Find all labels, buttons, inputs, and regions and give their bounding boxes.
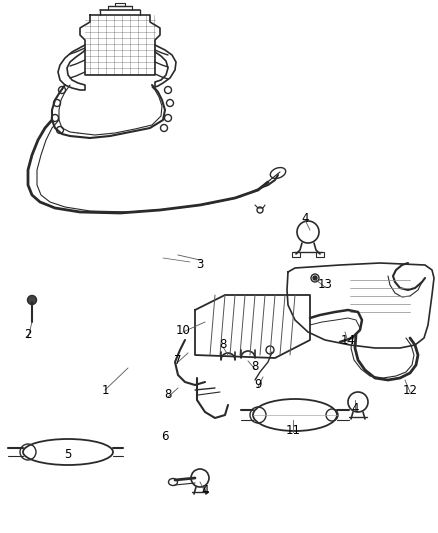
Text: 5: 5 [64,448,72,462]
Text: 7: 7 [174,353,182,367]
Circle shape [313,276,317,280]
Text: 3: 3 [196,259,204,271]
Bar [292,252,300,257]
Text: 6: 6 [161,431,169,443]
Text: 9: 9 [254,378,262,392]
Text: 8: 8 [251,360,259,374]
Text: 4: 4 [301,212,309,224]
Text: 1: 1 [101,384,109,397]
Text: 4: 4 [201,483,209,497]
Text: 11: 11 [286,424,300,437]
Bar [316,252,324,257]
Text: 8: 8 [219,338,227,351]
Text: 2: 2 [24,328,32,342]
Text: 14: 14 [340,334,356,346]
Circle shape [28,295,36,304]
Text: 13: 13 [318,279,332,292]
Text: 8: 8 [164,389,172,401]
Text: 10: 10 [176,324,191,336]
Text: 12: 12 [403,384,417,397]
Text: 4: 4 [351,401,359,415]
